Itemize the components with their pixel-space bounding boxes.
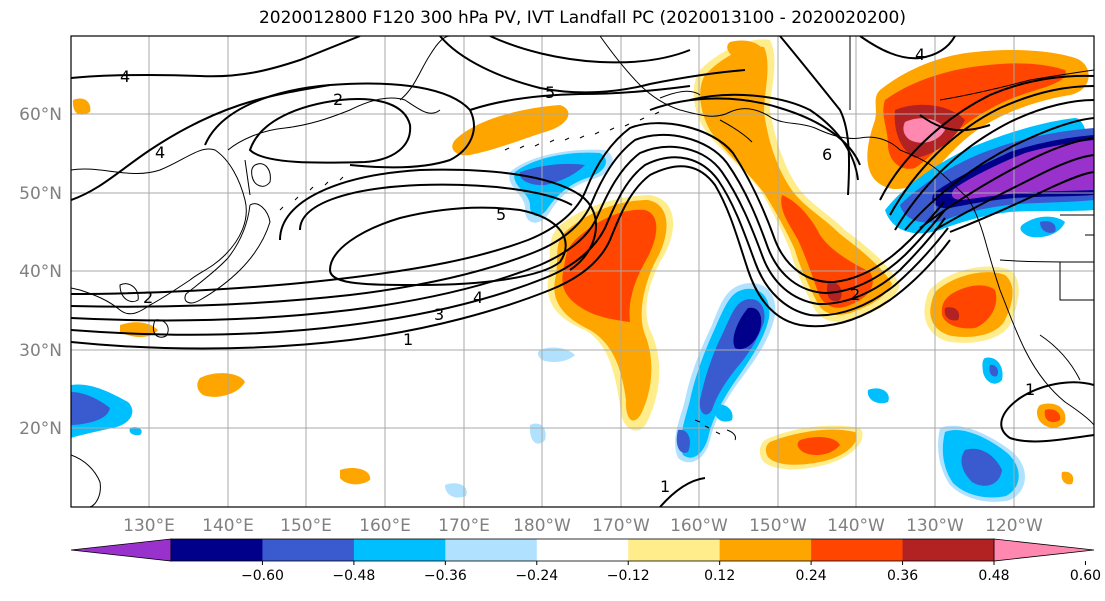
colorbar-label: −0.36	[424, 568, 467, 584]
colorbar-swatch	[353, 539, 446, 561]
colorbar-label: −0.60	[241, 568, 284, 584]
lon-tick-label: 180°W	[513, 516, 571, 536]
lon-tick-label: 130°E	[123, 516, 175, 536]
contour-label: 6	[822, 145, 832, 164]
colorbar-label: 0.60	[1070, 568, 1101, 584]
colorbar-label: 0.12	[704, 568, 735, 584]
contour-label: 1	[1025, 380, 1035, 399]
contour-label: 4	[120, 67, 130, 86]
colorbar: −0.60 −0.48 −0.36 −0.24 −0.12 0.12 0.24 0.36 0.4…	[70, 538, 1101, 584]
positive-anomaly-central-pacific-red	[562, 209, 657, 322]
contour-labels: 4 2 5 4 5 4 3 1 2 6 4 2 1 1	[120, 45, 1035, 496]
lon-axis: 130°E 140°E 150°E 160°E 170°E 180°W 170°…	[123, 516, 1043, 536]
lon-tick-label: 170°W	[592, 516, 650, 536]
contour-label: 4	[155, 143, 165, 162]
contour-label: 2	[333, 90, 343, 109]
contour-label: 2	[143, 288, 153, 307]
contour-label: 1	[660, 477, 670, 496]
colorbar-frame	[170, 538, 995, 562]
pv-contours	[71, 36, 1094, 507]
colorbar-label: −0.48	[332, 568, 375, 584]
lat-tick-label: 20°N	[19, 419, 62, 439]
colorbar-label: 0.24	[796, 568, 827, 584]
colorbar-extend-high	[993, 538, 1095, 562]
lon-tick-label: 150°E	[280, 516, 332, 536]
lon-tick-label: 160°E	[359, 516, 411, 536]
lon-tick-label: 160°W	[670, 516, 728, 536]
colorbar-swatch	[262, 539, 355, 561]
lat-tick-label: 50°N	[19, 184, 62, 204]
lat-tick-label: 60°N	[19, 105, 62, 125]
colorbar-swatch	[171, 539, 263, 561]
colorbar-extend-low	[70, 538, 172, 562]
colorbar-swatch	[536, 539, 629, 561]
contour-1	[71, 165, 951, 350]
lon-tick-label: 140°W	[827, 516, 885, 536]
contour-label: 5	[496, 205, 506, 224]
colorbar-label: 0.36	[887, 568, 918, 584]
colorbar-label: −0.12	[607, 568, 650, 584]
lat-tick-label: 40°N	[19, 262, 62, 282]
contour-label: 2	[850, 285, 860, 304]
colorbar-label: 0.48	[978, 568, 1009, 584]
colorbar-swatch	[902, 539, 995, 561]
contour-label: 4	[915, 45, 925, 64]
colorbar-label: −0.24	[515, 568, 558, 584]
contour-label: 5	[545, 83, 555, 102]
lon-tick-label: 140°E	[202, 516, 254, 536]
contour-label: 3	[434, 305, 444, 324]
contour-2	[71, 156, 949, 336]
colorbar-swatch	[628, 539, 721, 561]
plot-frame	[70, 35, 1095, 508]
contour-label: 1	[403, 330, 413, 349]
lon-tick-label: 150°W	[749, 516, 807, 536]
lat-axis: 60°N 50°N 40°N 30°N 20°N	[19, 105, 62, 439]
lon-tick-label: 170°E	[438, 516, 490, 536]
lon-tick-label: 130°W	[906, 516, 964, 536]
contour-label: 4	[473, 288, 483, 307]
lat-tick-label: 30°N	[19, 341, 62, 361]
colorbar-swatch	[445, 539, 538, 561]
colorbar-swatch	[719, 539, 812, 561]
colorbar-swatch	[811, 539, 904, 561]
lon-tick-label: 120°W	[985, 516, 1043, 536]
map-title: 2020012800 F120 300 hPa PV, IVT Landfall…	[258, 8, 906, 28]
